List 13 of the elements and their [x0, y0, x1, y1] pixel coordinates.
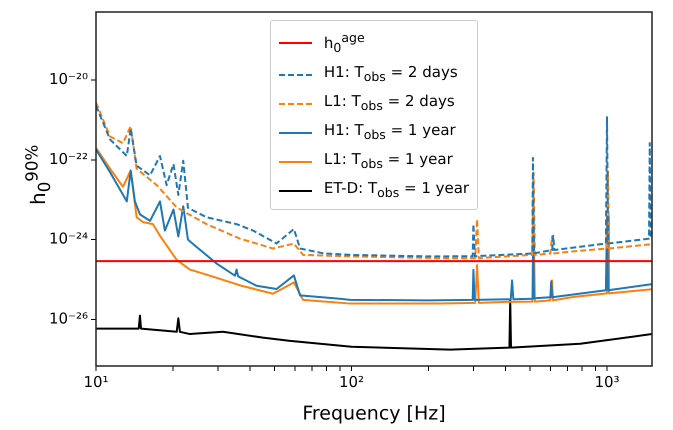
x-axis-title: Frequency [Hz]: [302, 402, 446, 425]
y-tick-label: 10⁻²⁰: [48, 70, 88, 88]
legend-label: L1: T$_{obs}$ = 1 year: [324, 149, 453, 173]
legend-label: ET-D: T$_{obs}$ = 1 year: [324, 178, 470, 202]
x-tick-label: 10²: [338, 372, 364, 391]
x-tick-label: 10³: [594, 372, 620, 391]
y-tick-label: 10⁻²⁶: [48, 309, 88, 328]
legend-label: H1: T$_{obs}$ = 1 year: [324, 120, 456, 144]
x-tick-label: 10¹: [83, 372, 109, 391]
y-tick-label: 10⁻²⁴: [48, 230, 88, 248]
legend-label: L1: T$_{obs}$ = 2 days: [324, 91, 455, 115]
y-tick-label: 10⁻²²: [48, 150, 88, 168]
legend-label: H1: T$_{obs}$ = 2 days: [324, 62, 458, 86]
